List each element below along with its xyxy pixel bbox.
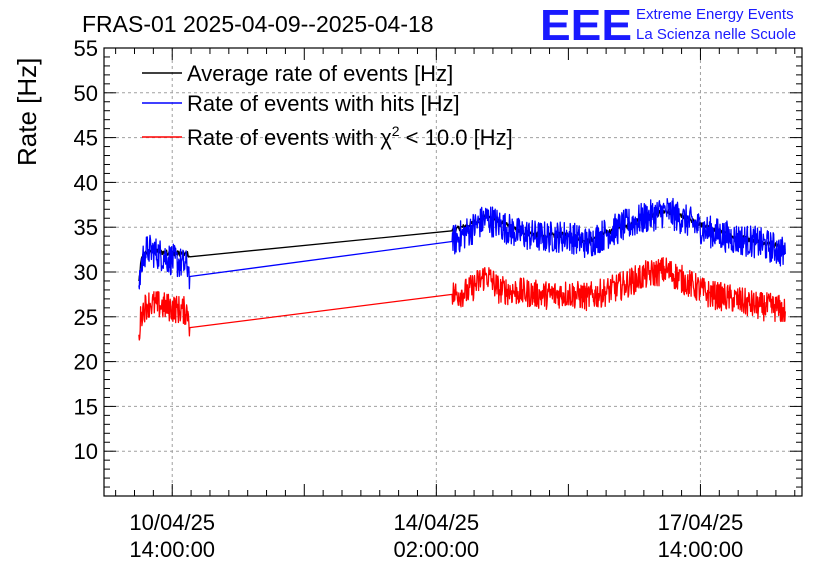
series-line-3: [138, 257, 786, 341]
y-tick-label: 55: [74, 36, 98, 61]
y-tick-label: 20: [74, 350, 98, 375]
legend-label-2: Rate of events with hits [Hz]: [187, 91, 460, 116]
eee-logo-line2: La Scienza nelle Scuole: [636, 26, 796, 43]
y-tick-label: 10: [74, 439, 98, 464]
y-tick-label: 50: [74, 81, 98, 106]
plot-frame: [103, 47, 803, 497]
eee-logo-line1: Extreme Energy Events: [636, 6, 794, 23]
x-tick-time-label: 14:00:00: [129, 537, 215, 562]
y-tick-label: 45: [74, 126, 98, 151]
x-tick-date-label: 10/04/25: [129, 510, 215, 535]
eee-logo: EEE Extreme Energy Events La Scienza nel…: [540, 1, 796, 50]
legend-label-1: Average rate of events [Hz]: [187, 61, 453, 86]
y-tick-label: 40: [74, 170, 98, 195]
x-tick-date-label: 14/04/25: [394, 510, 480, 535]
y-axis-label: Rate [Hz]: [12, 58, 42, 166]
eee-logo-text: EEE: [540, 1, 632, 50]
chart-title: FRAS-01 2025-04-09--2025-04-18: [82, 11, 434, 37]
legend: Average rate of events [Hz] Rate of event…: [142, 61, 513, 150]
x-tick-time-label: 02:00:00: [394, 537, 480, 562]
y-tick-label: 30: [74, 260, 98, 285]
data-series: [138, 197, 786, 341]
series-line-2: [138, 197, 786, 290]
x-tick-time-label: 14:00:00: [658, 537, 744, 562]
y-tick-label: 25: [74, 305, 98, 330]
grid-lines: [104, 48, 802, 496]
x-tick-date-label: 17/04/25: [658, 510, 744, 535]
legend-label-3: Rate of events with χ2 < 10.0 [Hz]: [187, 123, 513, 150]
y-tick-label: 35: [74, 215, 98, 240]
y-tick-label: 15: [74, 394, 98, 419]
axes: 1015202530354045505510/04/2514:00:0014/0…: [74, 36, 803, 562]
